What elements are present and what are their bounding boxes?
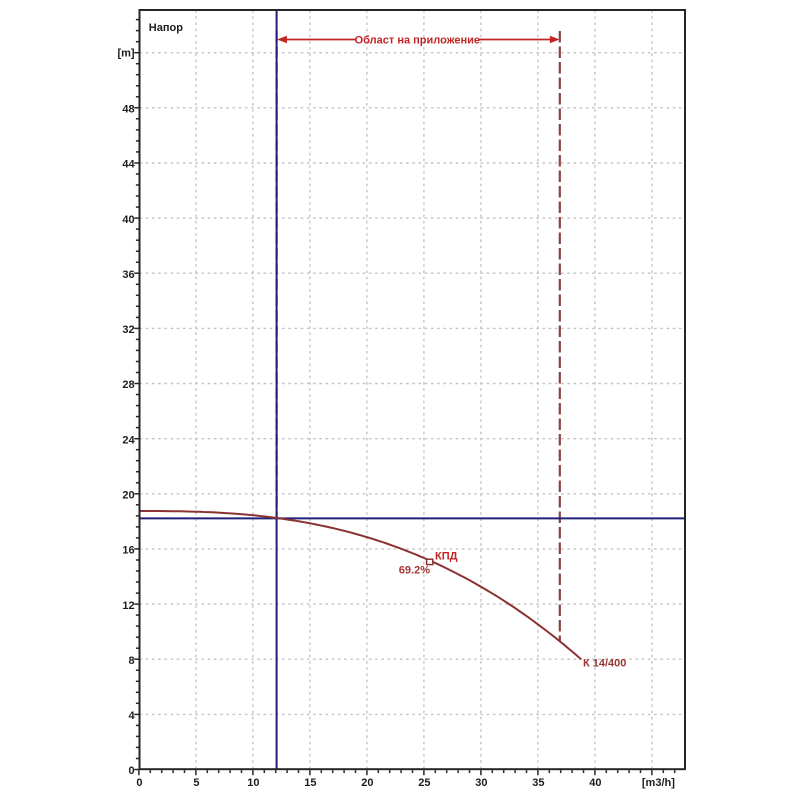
svg-text:44: 44 [122, 159, 135, 171]
svg-text:8: 8 [128, 655, 134, 667]
svg-text:35: 35 [532, 777, 544, 789]
svg-text:40: 40 [589, 777, 601, 789]
svg-text:10: 10 [247, 777, 259, 789]
svg-text:5: 5 [193, 777, 199, 789]
svg-text:Област на приложение: Област на приложение [355, 34, 480, 46]
svg-text:24: 24 [122, 434, 135, 446]
svg-text:4: 4 [128, 710, 135, 722]
svg-text:15: 15 [304, 777, 316, 789]
svg-text:36: 36 [122, 269, 134, 281]
svg-text:[m]: [m] [117, 47, 134, 59]
svg-text:30: 30 [475, 777, 487, 789]
svg-text:[m3/h]: [m3/h] [642, 777, 675, 789]
svg-text:12: 12 [122, 600, 134, 612]
svg-text:0: 0 [128, 765, 134, 777]
svg-text:69.2%: 69.2% [399, 565, 430, 577]
svg-text:28: 28 [122, 379, 134, 391]
svg-text:25: 25 [418, 777, 430, 789]
svg-text:КПД: КПД [435, 551, 458, 563]
svg-text:40: 40 [122, 214, 134, 226]
svg-text:К 14/400: К 14/400 [583, 658, 626, 670]
svg-text:Напор: Напор [149, 22, 183, 34]
svg-text:16: 16 [122, 545, 134, 557]
svg-text:0: 0 [136, 777, 142, 789]
svg-text:20: 20 [361, 777, 373, 789]
svg-text:48: 48 [122, 104, 134, 116]
svg-text:20: 20 [122, 490, 134, 502]
svg-text:32: 32 [122, 324, 134, 336]
